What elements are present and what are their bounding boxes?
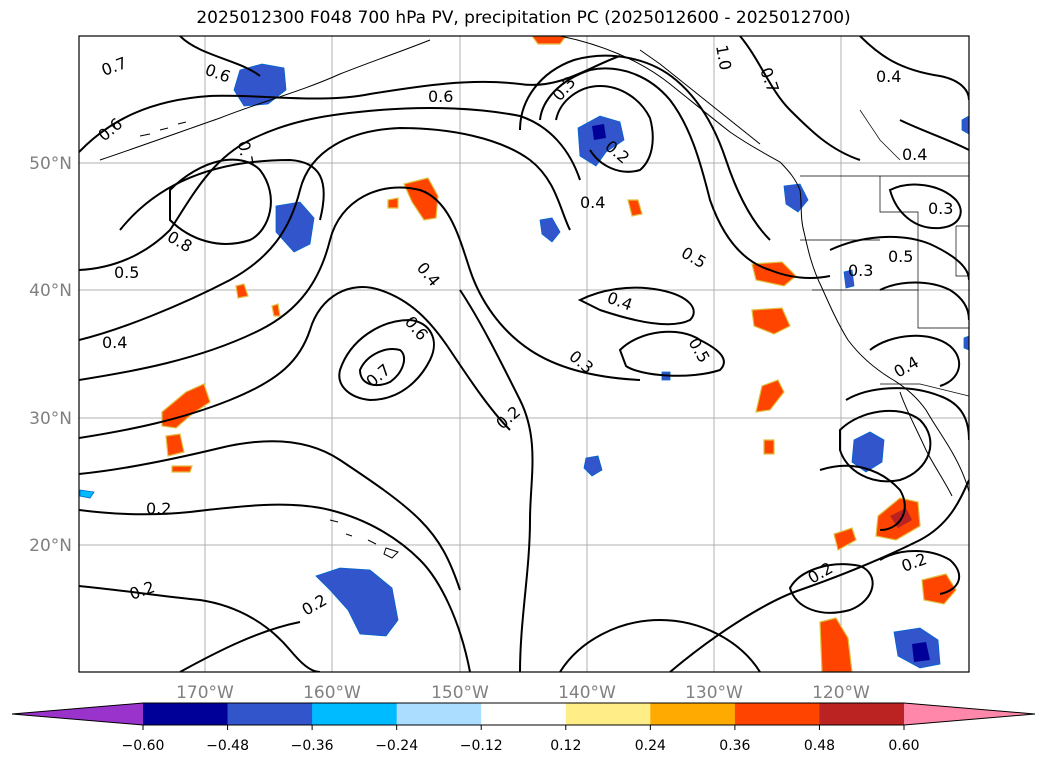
precip-positive: [161, 36, 957, 672]
colorbar-segment: [565, 703, 651, 725]
colorbar-segment: [396, 703, 482, 725]
map-title: 2025012300 F048 700 hPa PV, precipitatio…: [196, 8, 851, 28]
lon-tick-label: 170°W: [176, 683, 234, 703]
colorbar-tick-label: 0.60: [888, 738, 919, 754]
colorbar-tick-label: 0.48: [804, 738, 835, 754]
contour-label: 0.3: [928, 199, 953, 218]
colorbar-segment: [227, 703, 313, 725]
lon-tick-label: 120°W: [812, 683, 870, 703]
map-panel: [79, 36, 969, 672]
lon-tick-label: 160°W: [303, 683, 361, 703]
colorbar-extend-high: [904, 703, 1035, 725]
colorbar-segment: [734, 703, 820, 725]
contour-label: 1.0: [712, 43, 735, 71]
lat-tick-labels: 50°N 40°N 30°N 20°N: [29, 154, 72, 556]
colorbar-segment: [819, 703, 905, 725]
colorbar-tick-label: 0.24: [635, 738, 666, 754]
colorbar-segment: [481, 703, 567, 725]
colorbar-segment: [143, 703, 229, 725]
contour-label: 0.5: [888, 247, 913, 266]
contour-label: 0.4: [902, 145, 927, 164]
colorbar-tick-label: 0.12: [550, 738, 581, 754]
contour-label: 0.3: [848, 261, 873, 280]
lon-tick-label: 150°W: [431, 683, 489, 703]
colorbar-tick-label: −0.48: [206, 738, 249, 754]
precip-negative: [79, 63, 969, 669]
lon-tick-labels: 170°W 160°W 150°W 140°W 130°W 120°W: [176, 683, 870, 703]
colorbar: −0.60 −0.48 −0.36 −0.24 −0.12 0.12 0.24 0.36 0.4…: [11, 702, 1036, 754]
lat-tick-label: 30°N: [29, 409, 72, 429]
pv-contours: [79, 36, 969, 672]
lat-tick-label: 20°N: [29, 536, 72, 556]
colorbar-extend-low: [12, 703, 143, 725]
coastlines: [99, 36, 969, 559]
colorbar-tick-label: −0.36: [291, 738, 334, 754]
lat-tick-label: 40°N: [29, 281, 72, 301]
lon-tick-label: 130°W: [685, 683, 743, 703]
contour-label: 0.5: [114, 263, 139, 282]
lat-tick-label: 50°N: [29, 154, 72, 174]
contour-label: 0.2: [146, 499, 171, 518]
lon-tick-label: 140°W: [558, 683, 616, 703]
colorbar-tick-label: −0.24: [375, 738, 418, 754]
borders: [800, 109, 969, 397]
contour-labels: 0.7 0.6 0.6 0.6 0.7 0.8 0.5 0.4 0.2 0.2 …: [94, 43, 953, 619]
colorbar-tick-label: 0.36: [719, 738, 750, 754]
contour-label: 0.4: [102, 333, 127, 352]
colorbar-segment: [650, 703, 736, 725]
map-frame: [78, 35, 970, 673]
contour-label: 0.7: [234, 139, 257, 167]
contour-label: 0.4: [580, 193, 605, 212]
colorbar-tick-label: −0.12: [460, 738, 503, 754]
contour-label: 0.6: [428, 87, 453, 106]
colorbar-segment: [312, 703, 398, 725]
colorbar-tick-label: −0.60: [122, 738, 165, 754]
contour-label: 0.4: [876, 67, 901, 86]
